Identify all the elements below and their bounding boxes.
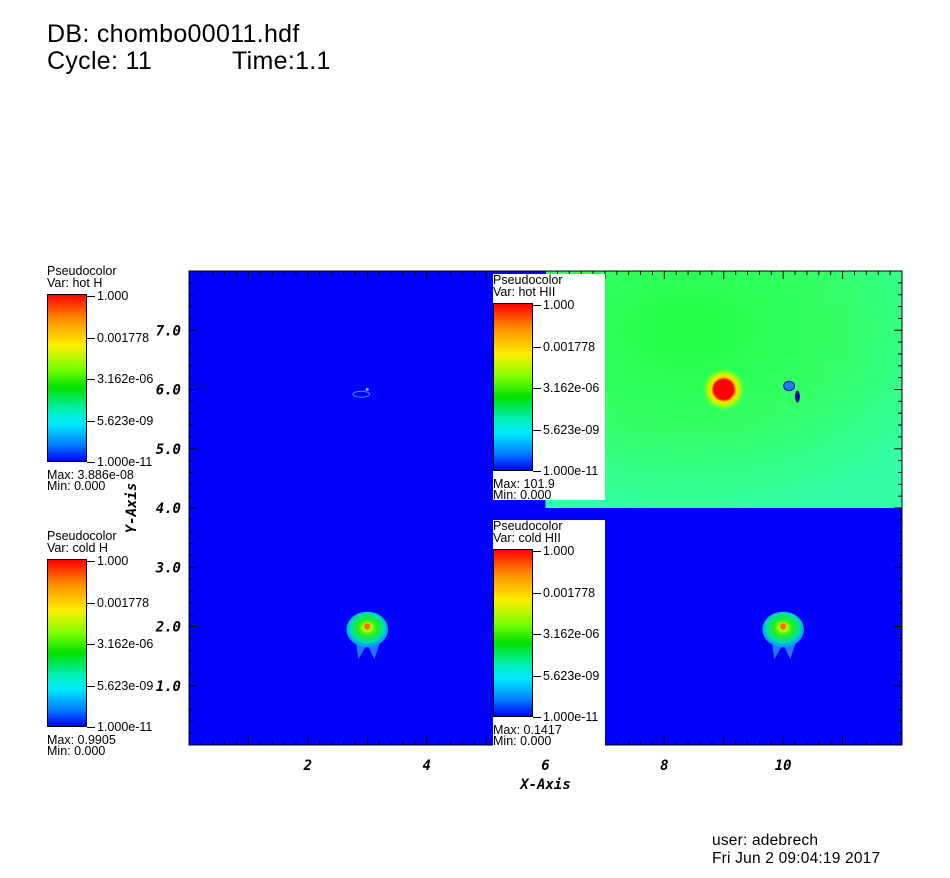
legend-tick-label: 3.162e-06 bbox=[86, 637, 154, 651]
legend-tick-label: 0.001778 bbox=[532, 585, 596, 600]
timestamp-label: Fri Jun 2 09:04:19 2017 bbox=[712, 850, 881, 867]
legend-tick-label: 5.623e-09 bbox=[532, 422, 600, 437]
y-tick-label: 6.0 bbox=[156, 383, 181, 399]
small-clump bbox=[783, 380, 795, 392]
legend-color-bar bbox=[493, 549, 533, 717]
legend-tick-label: 5.623e-09 bbox=[86, 678, 154, 693]
legend-max: Max: 101.9 bbox=[493, 477, 555, 491]
clump-core bbox=[364, 623, 371, 630]
y-axis-label: Y-Axis bbox=[124, 483, 140, 534]
legend-tick-label: 1.000 bbox=[86, 554, 129, 568]
legend-min: Min: 0.000 bbox=[47, 479, 106, 493]
legend-tick-label: 0.001778 bbox=[532, 339, 596, 354]
legend-tick-label: 5.623e-09 bbox=[86, 413, 154, 428]
legend-tick-label: 1.000e-11 bbox=[532, 464, 599, 478]
legend-min: Min: 0.000 bbox=[493, 488, 552, 502]
x-tick-label: 6 bbox=[541, 758, 549, 774]
legend-max: Max: 0.9905 bbox=[47, 733, 116, 747]
y-tick-label: 5.0 bbox=[156, 442, 181, 458]
legend-color-bar bbox=[47, 294, 87, 462]
legend-tick-label: 3.162e-06 bbox=[532, 627, 600, 641]
legend-tick-label: 0.001778 bbox=[86, 330, 150, 345]
legend-max: Max: 0.1417 bbox=[493, 723, 562, 737]
legend-max: Max: 3.886e-08 bbox=[47, 468, 134, 482]
legend-variable: Var: hot HII bbox=[493, 285, 556, 299]
legend-tick-label: 1.000 bbox=[532, 298, 575, 312]
user-label: user: adebrech bbox=[712, 832, 819, 849]
y-tick-label: 1.0 bbox=[156, 679, 181, 695]
legend-tick-label: 1.000 bbox=[532, 544, 575, 558]
legend-tick-label: 1.000 bbox=[86, 289, 129, 303]
legend-color-bar bbox=[493, 303, 533, 471]
legend-tick-label: 1.000e-11 bbox=[86, 455, 153, 469]
legend-color-bar bbox=[47, 559, 87, 727]
legend-tick-label: 3.162e-06 bbox=[532, 381, 600, 395]
legend-title: Pseudocolor bbox=[47, 529, 117, 543]
faint-dot bbox=[365, 388, 369, 391]
legend-title: Pseudocolor bbox=[493, 273, 563, 287]
legend-min: Min: 0.000 bbox=[47, 744, 106, 758]
x-tick-label: 4 bbox=[422, 758, 430, 774]
legend-tick-label: 1.000e-11 bbox=[532, 710, 599, 724]
y-tick-label: 2.0 bbox=[155, 620, 181, 636]
legend-hot-hii: Pseudocolor Var: hot HII 1.000 0.001778 3.16… bbox=[493, 273, 605, 502]
legend-cold-hii: Pseudocolor Var: cold HII 1.000 0.001778 3.1… bbox=[493, 519, 605, 748]
small-clump-tail bbox=[795, 390, 800, 403]
x-tick-label: 8 bbox=[660, 758, 668, 774]
database-title: DB: chombo00011.hdf bbox=[47, 20, 300, 48]
x-axis-label: X-Axis bbox=[519, 777, 571, 793]
legend-variable: Var: hot H bbox=[47, 276, 103, 290]
clump-core bbox=[780, 623, 787, 630]
legend-tick-label: 1.000e-11 bbox=[86, 720, 153, 734]
y-tick-label: 3.0 bbox=[155, 560, 181, 576]
legend-min: Min: 0.000 bbox=[493, 734, 552, 748]
time-label: Time:1.1 bbox=[232, 47, 331, 75]
legend-tick-label: 0.001778 bbox=[86, 595, 150, 610]
legend-cold-h: Pseudocolor Var: cold H 1.000 0.001778 3.162… bbox=[47, 530, 187, 760]
faint-ring bbox=[352, 390, 371, 398]
x-tick-label: 2 bbox=[303, 758, 312, 774]
y-tick-label: 7.0 bbox=[156, 323, 181, 339]
y-tick-label: 4.0 bbox=[156, 501, 181, 517]
x-tick-label: 10 bbox=[775, 758, 792, 774]
legend-hot-h: Pseudocolor Var: hot H 1.000 0.001778 3.162e… bbox=[47, 265, 187, 495]
legend-title: Pseudocolor bbox=[47, 264, 117, 278]
legend-title: Pseudocolor bbox=[493, 519, 563, 533]
legend-variable: Var: cold HII bbox=[493, 531, 561, 545]
legend-variable: Var: cold H bbox=[47, 541, 108, 555]
cycle-label: Cycle: 11 bbox=[47, 47, 153, 75]
legend-tick-label: 5.623e-09 bbox=[532, 668, 600, 683]
hot-source-core bbox=[713, 379, 734, 400]
legend-tick-label: 3.162e-06 bbox=[86, 372, 154, 386]
